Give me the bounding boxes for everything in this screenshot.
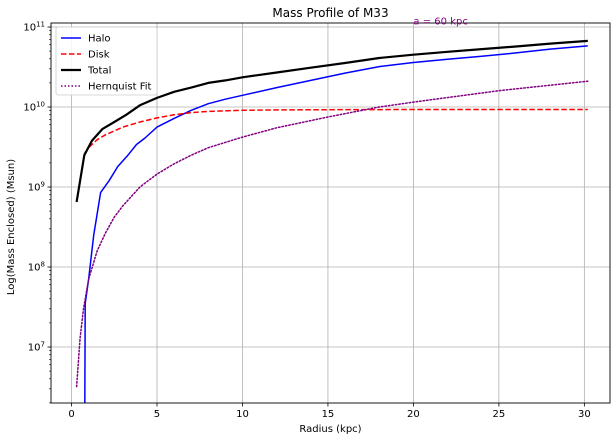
legend-label: Disk xyxy=(88,50,110,61)
legend-box xyxy=(55,26,158,96)
plot-area: 0 5 10 15 20 25 30 107 108 109 1010 1011 a = 60 kpc H… xyxy=(23,17,611,420)
y-axis-label: Log(Mass Enclosed) (Msun) xyxy=(6,159,17,295)
chart-title: Mass Profile of M33 xyxy=(272,6,388,20)
x-tick-label: 0 xyxy=(68,409,74,420)
y-tick-label: 1010 xyxy=(23,101,45,114)
legend-label: Hernquist Fit xyxy=(88,82,152,93)
x-tick-label: 25 xyxy=(493,409,506,420)
x-tick-label: 30 xyxy=(578,409,591,420)
y-tick-label: 1011 xyxy=(23,21,45,34)
legend-label: Halo xyxy=(88,34,111,45)
series-line-total xyxy=(75,39,588,203)
x-axis-label: Radius (kpc) xyxy=(299,424,361,435)
legend-label: Total xyxy=(87,66,111,77)
y-tick-label: 107 xyxy=(28,341,45,354)
series-line-halo xyxy=(84,45,588,403)
x-tick-label: 10 xyxy=(236,409,249,420)
x-tick-label: 5 xyxy=(154,409,160,420)
series-line-disk xyxy=(83,108,588,155)
axes-frame xyxy=(50,22,611,404)
y-tick-label: 109 xyxy=(28,181,45,194)
series-group xyxy=(75,39,589,403)
y-tick-label: 108 xyxy=(28,261,45,274)
legend: Halo Disk Total Hernquist Fit xyxy=(55,26,158,96)
series-line-hernquist-fit xyxy=(75,80,589,388)
annotation-text: a = 60 kpc xyxy=(413,17,467,28)
x-tick-label: 20 xyxy=(407,409,420,420)
x-tick-label: 15 xyxy=(322,409,335,420)
